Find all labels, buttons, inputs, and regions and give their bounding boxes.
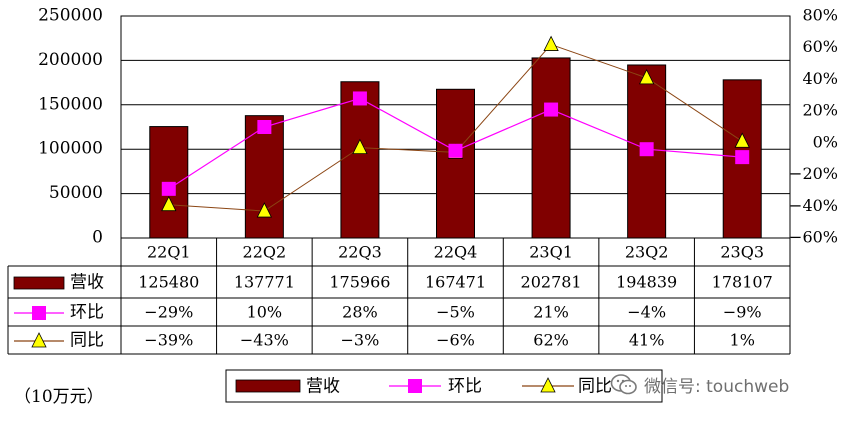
yoy-point <box>734 132 750 148</box>
category-label: 22Q2 <box>243 243 287 262</box>
right-axis-tick-label: 60% <box>802 37 838 56</box>
table-row-label: 环比 <box>70 303 104 323</box>
wechat-icon <box>610 373 637 394</box>
table-cell: 194839 <box>616 273 677 292</box>
table-cell: 202781 <box>521 273 582 292</box>
mom-point <box>448 143 463 158</box>
mom-point <box>352 91 367 106</box>
right-axis-tick-label: 0% <box>813 132 838 151</box>
left-axis-tick-label: 100000 <box>38 139 103 159</box>
legend-key-mom <box>408 379 422 393</box>
table-row-label: 营收 <box>70 273 104 293</box>
right-axis-tick-label: 20% <box>802 101 838 120</box>
table-cell: 10% <box>247 303 283 322</box>
table-cell: 137771 <box>234 273 295 292</box>
mom-point <box>639 142 654 157</box>
unit-label: （10万元） <box>14 387 104 407</box>
bar <box>436 88 475 239</box>
yoy-point <box>256 202 273 218</box>
left-axis-tick-label: 250000 <box>38 6 103 26</box>
legend-label: 同比 <box>578 377 612 397</box>
table-cell: 1% <box>730 331 755 350</box>
legend-key-yoy <box>540 377 556 393</box>
table-cell: −29% <box>144 303 193 322</box>
category-label: 22Q3 <box>338 243 382 262</box>
table-cell: −39% <box>144 331 193 350</box>
yoy-point <box>161 195 177 212</box>
yoy-point <box>638 68 655 85</box>
category-label: 22Q4 <box>434 243 478 262</box>
table-cell: 167471 <box>425 273 486 292</box>
right-axis-tick-label: −40% <box>789 196 838 215</box>
left-axis-tick-label: 150000 <box>38 94 103 114</box>
watermark-text: 微信号: touchweb <box>644 377 790 397</box>
mom-point <box>161 181 176 196</box>
right-axis-tick-label: 40% <box>802 69 838 88</box>
table-cell: 28% <box>342 303 378 322</box>
right-axis-tick-label: −60% <box>789 228 838 247</box>
category-label: 22Q1 <box>147 243 191 262</box>
table-key-revenue <box>13 276 65 290</box>
right-axis-tick-label: 80% <box>802 6 838 25</box>
bar <box>244 115 284 239</box>
table-cell: −5% <box>436 303 475 322</box>
table-cell: 178107 <box>712 273 773 292</box>
legend-label: 环比 <box>448 377 482 397</box>
table-cell: −3% <box>341 331 380 350</box>
table-cell: 62% <box>533 331 569 350</box>
table-cell: 21% <box>533 303 569 322</box>
left-axis-tick-label: 50000 <box>49 183 103 203</box>
table-row-label: 同比 <box>70 331 104 351</box>
category-label: 23Q2 <box>625 243 669 262</box>
mom-point <box>735 150 750 165</box>
left-axis-tick-label: 200000 <box>38 50 103 70</box>
table-cell: −4% <box>627 303 666 322</box>
table-cell: −9% <box>723 303 762 322</box>
right-axis-tick-label: −20% <box>789 164 838 183</box>
legend-key-revenue <box>235 379 301 393</box>
category-label: 23Q3 <box>720 243 764 262</box>
table-cell: 41% <box>629 331 665 350</box>
watermark: 微信号: touchweb <box>610 372 789 397</box>
bar <box>531 57 571 239</box>
table-cell: −6% <box>436 331 475 350</box>
table-key-yoy <box>31 332 47 348</box>
table-cell: −43% <box>240 331 289 350</box>
left-axis-tick-label: 0 <box>92 228 103 248</box>
table-cell: 125480 <box>138 273 199 292</box>
mom-point <box>544 102 559 117</box>
category-label: 23Q1 <box>529 243 573 262</box>
yoy-point <box>543 35 559 51</box>
mom-point <box>257 120 272 134</box>
yoy-point <box>352 138 368 155</box>
legend-label: 营收 <box>306 377 340 397</box>
table-key-mom <box>32 306 46 320</box>
table-cell: 175966 <box>329 273 390 292</box>
